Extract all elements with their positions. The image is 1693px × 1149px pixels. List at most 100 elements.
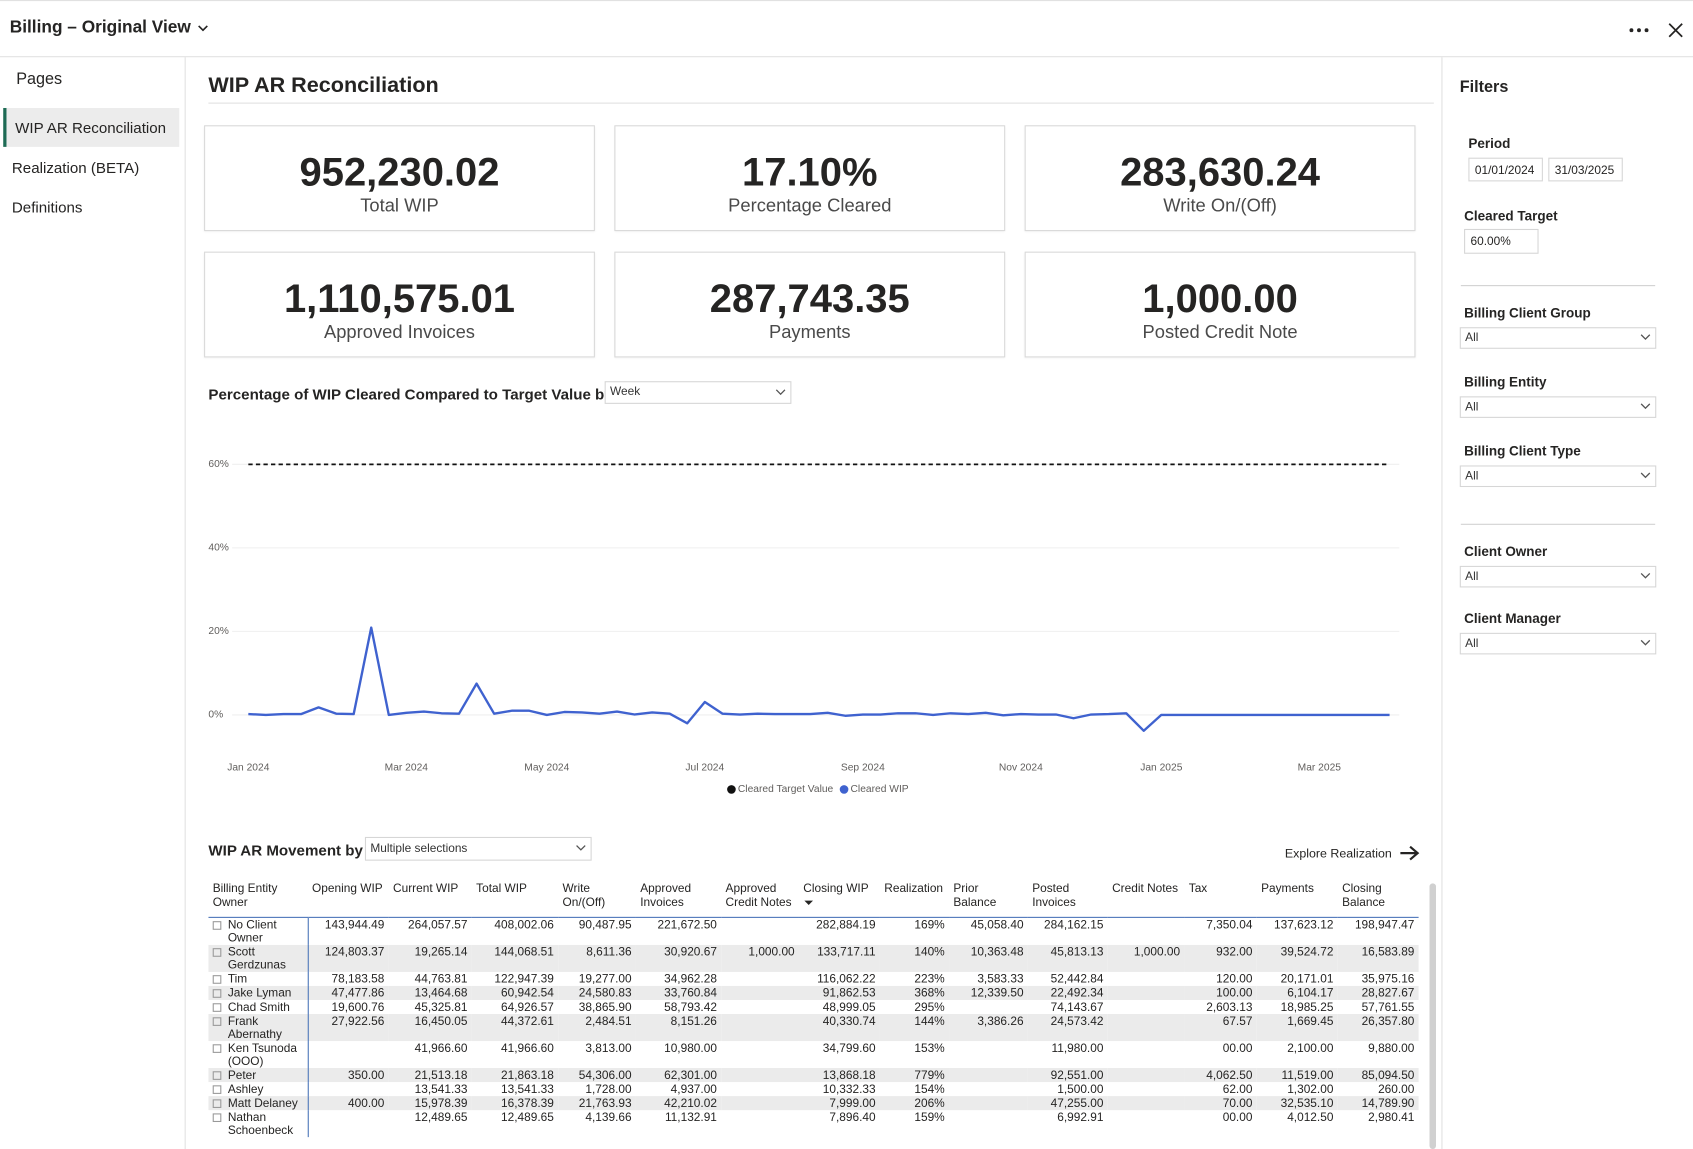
expand-button[interactable] (212, 1113, 222, 1123)
owner-wrap: Chad Smith (212, 1001, 303, 1014)
cell-text: 34,799.60 (822, 1042, 876, 1056)
expand-button[interactable] (212, 1003, 222, 1012)
column-header[interactable]: Posted Invoices (1027, 880, 1108, 918)
column-header[interactable]: Realization (879, 880, 950, 918)
cell-text: 10,980.00 (664, 1042, 717, 1056)
report-switcher[interactable]: Billing – Original View (10, 18, 209, 37)
cell-text: 41,966.60 (501, 1042, 554, 1056)
value-cell (1108, 1110, 1185, 1137)
cell-text: 7,999.00 (829, 1097, 876, 1111)
value-cell: 7,896.40 (799, 1110, 880, 1137)
filter-dropdown[interactable]: All (1459, 565, 1657, 588)
nav-item[interactable]: Realization (BETA) (11, 158, 140, 177)
owner-name: No Client Owner (227, 918, 277, 945)
header-text: Current WIP (393, 882, 459, 896)
table-row: Ashley 13,541.33 13,541.33 1,728.00 4,937.00… (208, 1082, 1418, 1097)
expand-button[interactable] (212, 1017, 222, 1026)
cell-text: 1,669.45 (1287, 1015, 1334, 1029)
header-text: Prior Balance (953, 882, 997, 910)
column-header[interactable]: Current WIP (388, 880, 472, 918)
filter-dropdown[interactable]: All (1459, 327, 1657, 349)
filter-dropdown[interactable]: All (1459, 396, 1657, 418)
owner-wrap: Scott Gerdzunas (212, 946, 303, 972)
cell-text: 6,992.91 (1057, 1111, 1104, 1125)
value-cell: 85,094.50 (1337, 1068, 1419, 1083)
target-input[interactable]: 60.00% (1464, 228, 1539, 254)
owner-name: Matt Delaney (227, 1097, 298, 1111)
expand-button[interactable] (212, 989, 222, 998)
cell-text: 400.00 (348, 1097, 385, 1111)
cell-text: 12,489.65 (501, 1111, 554, 1125)
close-button[interactable] (1668, 23, 1683, 38)
header-text: Total WIP (476, 882, 527, 896)
owner-name: Tim (227, 972, 248, 986)
cell-text: 137,623.12 (1273, 918, 1334, 932)
kpi-card: 287,743.35 Payments (614, 251, 1006, 358)
expand-button[interactable] (212, 975, 222, 984)
value-cell: 133,717.11 (798, 944, 880, 972)
column-header[interactable]: Write On/(Off) (558, 880, 636, 918)
filters-title: Filters (1459, 77, 1509, 97)
header-text: Realization (884, 882, 944, 896)
column-header[interactable]: Closing WIP (798, 880, 880, 918)
measure-dropdown[interactable]: Multiple selections (364, 836, 592, 861)
column-header[interactable]: Tax (1184, 880, 1257, 918)
owner-name: Nathan Schoenbeck (227, 1111, 294, 1138)
filter-label: Client Manager (1464, 611, 1561, 627)
column-header[interactable]: Billing Entity Owner (208, 880, 308, 918)
cell-text: 52,442.84 (1050, 972, 1104, 986)
filter-dropdown[interactable]: All (1459, 632, 1657, 655)
cell-text: 16,378.39 (501, 1097, 554, 1111)
value-cell (1107, 1096, 1185, 1111)
more-button[interactable] (1628, 23, 1650, 38)
nav-item[interactable]: Definitions (11, 198, 83, 216)
value-cell: 70.00 (1184, 1096, 1257, 1111)
chevron-icon (198, 25, 209, 32)
scrollbar[interactable] (1429, 883, 1437, 1149)
expand-button[interactable] (212, 948, 222, 957)
filter-label: Billing Entity (1464, 374, 1547, 390)
column-header[interactable]: Total WIP (471, 880, 559, 918)
column-header[interactable]: Prior Balance (949, 880, 1028, 918)
column-header[interactable]: Credit Notes (1107, 880, 1185, 918)
cell-text: 350.00 (348, 1069, 385, 1083)
column-header[interactable]: Opening WIP (307, 880, 389, 918)
column-header[interactable]: Payments (1256, 880, 1338, 918)
value-cell: 24,580.83 (558, 985, 636, 1000)
header-text: Closing Balance (1342, 882, 1386, 910)
value-cell: 124,803.37 (307, 944, 389, 972)
legend-label: Cleared WIP (851, 784, 909, 795)
explore-link[interactable]: Explore Realization (1285, 844, 1421, 861)
cell-text: 19,265.14 (414, 945, 468, 959)
dropdown-value: All (1465, 469, 1479, 483)
value-cell: 41,966.60 (389, 1041, 472, 1068)
cell-text: 3,583.33 (977, 972, 1024, 986)
header-text: Approved Invoices (640, 882, 692, 910)
expand-button[interactable] (212, 1099, 222, 1108)
owner-wrap: No Client Owner (212, 918, 303, 945)
period-dropdown[interactable]: Week (604, 381, 792, 404)
expand-button[interactable] (212, 921, 222, 930)
value-cell: 57,761.55 (1338, 1000, 1419, 1014)
expand-button[interactable] (212, 1085, 222, 1094)
value-cell (1107, 1068, 1185, 1083)
column-header[interactable]: Closing Balance (1337, 880, 1419, 918)
column-header[interactable]: Approved Invoices (635, 880, 722, 918)
expand-button[interactable] (212, 1071, 222, 1080)
cell-text: 34,962.28 (664, 972, 717, 986)
cell-text: 19,277.00 (578, 972, 632, 986)
cell-text: 154% (914, 1083, 945, 1097)
value-cell (721, 1041, 799, 1068)
value-cell: 13,541.33 (389, 1082, 472, 1096)
cell-text: 74,143.67 (1050, 1001, 1104, 1015)
value-cell: 32,535.10 (1256, 1096, 1338, 1111)
date-from[interactable]: 01/01/2024 (1468, 157, 1543, 182)
header-text: Opening WIP (312, 882, 383, 896)
cell-text: 91,862.53 (822, 987, 876, 1000)
date-to[interactable]: 31/03/2025 (1548, 157, 1623, 182)
column-header[interactable]: Approved Credit Notes (721, 880, 799, 918)
filter-dropdown[interactable]: All (1459, 465, 1657, 488)
nav-item[interactable]: WIP AR Reconciliation (3, 107, 180, 147)
cell-text: 21,863.18 (501, 1069, 554, 1083)
expand-button[interactable] (212, 1044, 222, 1053)
